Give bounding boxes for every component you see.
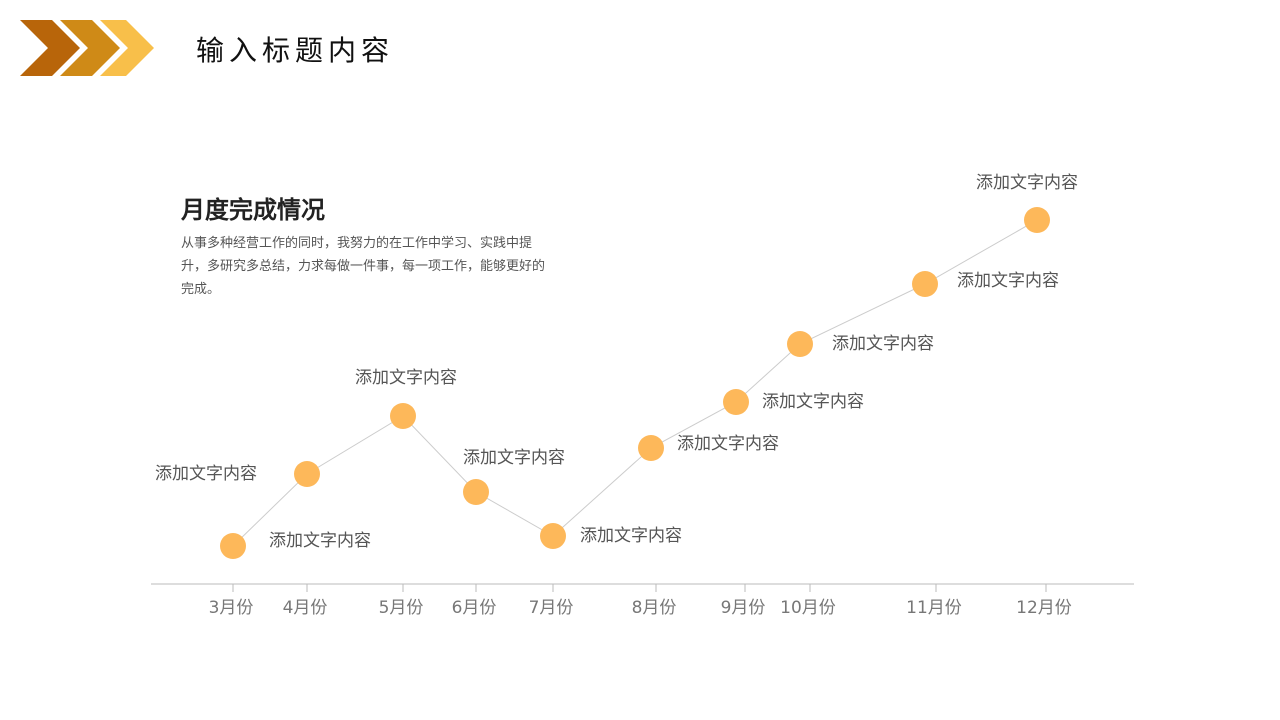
chart-subtitle: 从事多种经营工作的同时，我努力的在工作中学习、实践中提升，多研究多总结，力求每做… (181, 236, 546, 297)
x-tick-label: 7月份 (529, 598, 574, 618)
chevron (60, 20, 120, 76)
x-tick-label: 6月份 (452, 598, 497, 618)
point-label: 添加文字内容 (155, 464, 257, 484)
chevron (100, 20, 154, 76)
point-label: 添加文字内容 (355, 368, 457, 388)
x-tick-label: 10月份 (780, 598, 836, 618)
data-point (390, 403, 416, 429)
x-tick-label: 5月份 (379, 598, 424, 618)
x-tick-label: 4月份 (283, 598, 328, 618)
data-point (540, 523, 566, 549)
point-label: 添加文字内容 (463, 448, 565, 468)
point-label: 添加文字内容 (976, 173, 1078, 193)
data-point (638, 435, 664, 461)
point-label: 添加文字内容 (580, 526, 682, 546)
x-tick-label: 11月份 (906, 598, 962, 618)
data-point (1024, 207, 1050, 233)
data-point (723, 389, 749, 415)
chart-title: 月度完成情况 (180, 196, 325, 224)
page-title: 输入标题内容 (196, 34, 394, 67)
chevron (20, 20, 80, 76)
data-point (787, 331, 813, 357)
data-point (294, 461, 320, 487)
point-label: 添加文字内容 (832, 334, 934, 354)
point-label: 添加文字内容 (269, 531, 371, 551)
data-point (912, 271, 938, 297)
point-label: 添加文字内容 (762, 392, 864, 412)
point-label: 添加文字内容 (677, 434, 779, 454)
x-tick-label: 8月份 (632, 598, 677, 618)
data-point (220, 533, 246, 559)
x-tick-label: 12月份 (1016, 598, 1072, 618)
data-point (463, 479, 489, 505)
x-tick-label: 9月份 (721, 598, 766, 618)
data-line (232, 219, 1038, 547)
point-label: 添加文字内容 (957, 271, 1059, 291)
x-tick-label: 3月份 (209, 598, 254, 618)
